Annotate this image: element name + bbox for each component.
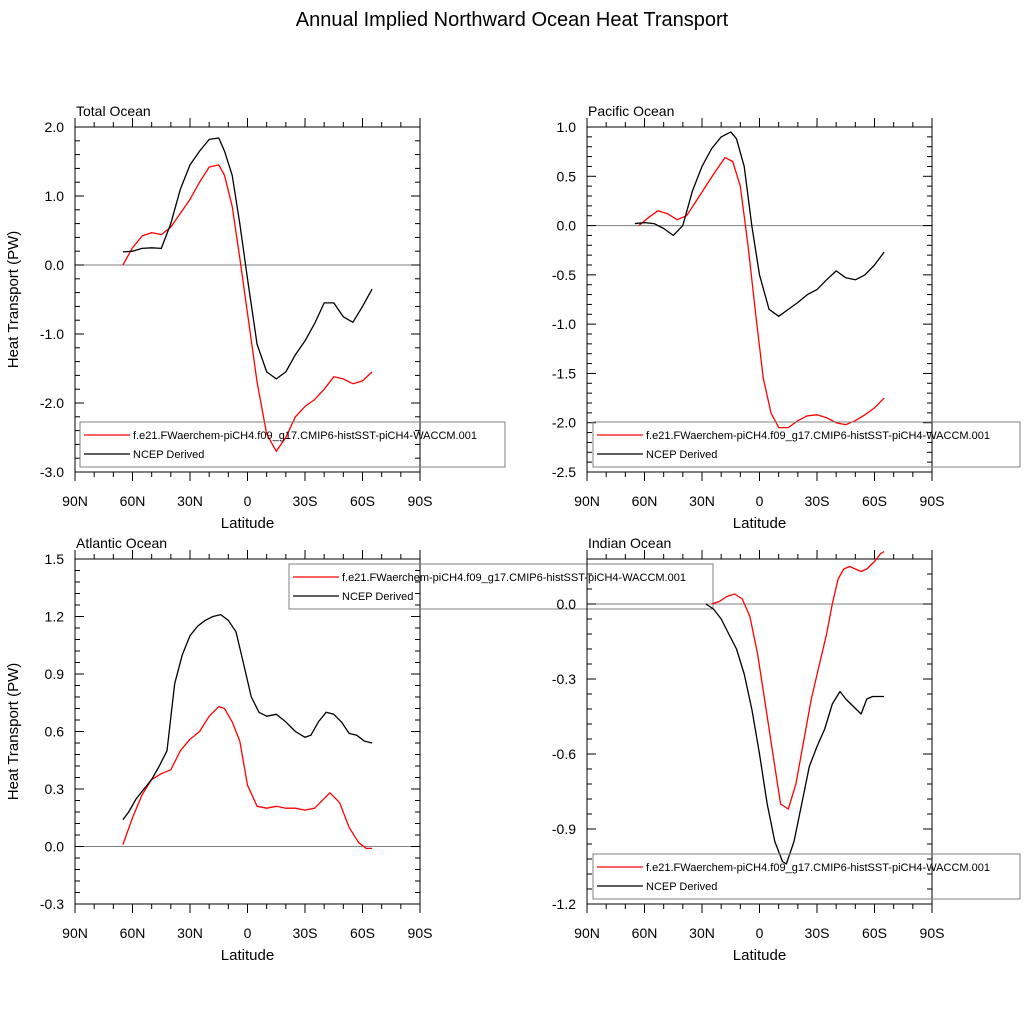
y-tick-label: 1.0 <box>557 119 577 135</box>
y-tick-label: -2.5 <box>552 464 576 480</box>
y-tick-label: 0.0 <box>45 257 65 273</box>
x-tick-label: 90S <box>920 493 945 509</box>
x-axis-label: Latitude <box>733 515 786 532</box>
legend-box <box>288 563 714 610</box>
legend: f.e21.FWaerchem-piCH4.f09_g17.CMIP6-hist… <box>288 563 714 610</box>
panel-title: Atlantic Ocean <box>76 535 167 551</box>
y-tick-label: -0.9 <box>552 821 576 837</box>
y-tick-label: 0.6 <box>45 724 65 740</box>
x-tick-label: 60N <box>632 925 658 941</box>
legend-box <box>79 421 506 468</box>
x-tick-label: 30S <box>805 493 830 509</box>
x-tick-label: 30N <box>177 493 203 509</box>
x-tick-label: 30N <box>177 925 203 941</box>
series-line-model <box>122 164 373 452</box>
series-line-ncep-derived <box>634 131 885 317</box>
x-tick-label: 60N <box>632 493 658 509</box>
y-tick-label: -1.2 <box>552 896 576 912</box>
x-tick-label: 0 <box>244 925 252 941</box>
legend-label: f.e21.FWaerchem-piCH4.f09_g17.CMIP6-hist… <box>342 572 686 584</box>
legend-box <box>592 421 1021 468</box>
x-tick-label: 60S <box>350 493 375 509</box>
y-tick-label: -2.0 <box>552 415 576 431</box>
legend-label: NCEP Derived <box>646 449 717 461</box>
chart-total-ocean: Total Ocean 90N 60N 30N 0 30S 60S 90S -3.0 -2.0 -1… <box>5 103 506 532</box>
y-tick-label: 0.9 <box>45 666 65 682</box>
legend-label: NCEP Derived <box>342 591 413 603</box>
chart-pacific-ocean: Pacific Ocean 90N 60N 30N 0 30S 60S 90S -2.5 -2.0… <box>552 103 1021 532</box>
panel-title: Pacific Ocean <box>588 103 674 119</box>
y-tick-label: -1.0 <box>40 326 64 342</box>
y-tick-label: 0.5 <box>557 168 577 184</box>
y-tick-label: -0.5 <box>552 267 576 283</box>
x-tick-label: 30S <box>293 925 318 941</box>
series-line-ncep-derived <box>122 613 373 821</box>
legend: f.e21.FWaerchem-piCH4.f09_g17.CMIP6-hist… <box>79 421 506 468</box>
y-tick-label: 1.0 <box>45 188 65 204</box>
legend-label: f.e21.FWaerchem-piCH4.f09_g17.CMIP6-hist… <box>646 430 990 442</box>
x-axis-label: Latitude <box>733 947 786 964</box>
x-tick-label: 90N <box>574 493 600 509</box>
legend-label: NCEP Derived <box>133 449 204 461</box>
x-tick-label: 60S <box>350 925 375 941</box>
y-tick-label: -0.3 <box>40 896 64 912</box>
x-axis-label: Latitude <box>221 947 274 964</box>
x-tick-label: 0 <box>244 493 252 509</box>
x-tick-label: 90S <box>920 925 945 941</box>
y-tick-label: -3.0 <box>40 464 64 480</box>
x-tick-label: 90S <box>408 925 433 941</box>
legend: f.e21.FWaerchem-piCH4.f09_g17.CMIP6-hist… <box>592 853 1021 900</box>
series-line-model <box>711 550 885 810</box>
chart-panels: Total Ocean 90N 60N 30N 0 30S 60S 90S -3.0 -2.0 -1… <box>5 103 1021 964</box>
x-tick-label: 0 <box>756 925 764 941</box>
y-tick-label: -0.6 <box>552 746 576 762</box>
x-tick-label: 0 <box>756 493 764 509</box>
series-line-ncep-derived <box>705 603 885 865</box>
y-tick-label: -2.0 <box>40 395 64 411</box>
x-tick-label: 90S <box>408 493 433 509</box>
x-tick-label: 60S <box>862 925 887 941</box>
series-line-model <box>122 705 373 850</box>
legend-box <box>592 853 1021 900</box>
legend-label: f.e21.FWaerchem-piCH4.f09_g17.CMIP6-hist… <box>646 862 990 874</box>
legend: f.e21.FWaerchem-piCH4.f09_g17.CMIP6-hist… <box>592 421 1021 468</box>
x-tick-label: 30S <box>293 493 318 509</box>
figure-title: Annual Implied Northward Ocean Heat Tran… <box>296 9 729 31</box>
series-line-ncep-derived <box>122 137 373 380</box>
y-tick-label: 2.0 <box>45 119 65 135</box>
y-tick-label: -1.5 <box>552 365 576 381</box>
y-axis-label: Heat Transport (PW) <box>5 231 22 369</box>
y-tick-label: 0.0 <box>45 839 65 855</box>
x-tick-label: 90N <box>62 493 88 509</box>
y-axis-label: Heat Transport (PW) <box>5 663 22 801</box>
y-tick-label: 0.3 <box>45 781 65 797</box>
y-tick-label: -0.3 <box>552 671 576 687</box>
y-tick-label: 1.2 <box>45 609 65 625</box>
x-tick-label: 90N <box>574 925 600 941</box>
x-tick-label: 60N <box>120 493 146 509</box>
x-axis-label: Latitude <box>221 515 274 532</box>
series-line-model <box>638 156 885 429</box>
panel-title: Total Ocean <box>76 103 151 119</box>
legend-label: NCEP Derived <box>646 881 717 893</box>
x-tick-label: 30S <box>805 925 830 941</box>
y-tick-label: 0.0 <box>557 596 577 612</box>
chart-indian-ocean: Indian Ocean 90N 60N 30N 0 30S 60S 90S -1.2 -0.9 -… <box>552 535 1021 964</box>
x-tick-label: 60S <box>862 493 887 509</box>
x-tick-label: 60N <box>120 925 146 941</box>
y-tick-label: 1.5 <box>45 551 65 567</box>
y-tick-label: 0.0 <box>557 218 577 234</box>
chart-atlantic-ocean: Atlantic Ocean 90N 60N 30N 0 30S 60S 90S -0.3 0.0… <box>5 535 714 964</box>
x-tick-label: 90N <box>62 925 88 941</box>
x-tick-label: 30N <box>689 493 715 509</box>
legend-label: f.e21.FWaerchem-piCH4.f09_g17.CMIP6-hist… <box>133 430 477 442</box>
panel-title: Indian Ocean <box>588 535 671 551</box>
y-tick-label: -1.0 <box>552 316 576 332</box>
x-tick-label: 30N <box>689 925 715 941</box>
